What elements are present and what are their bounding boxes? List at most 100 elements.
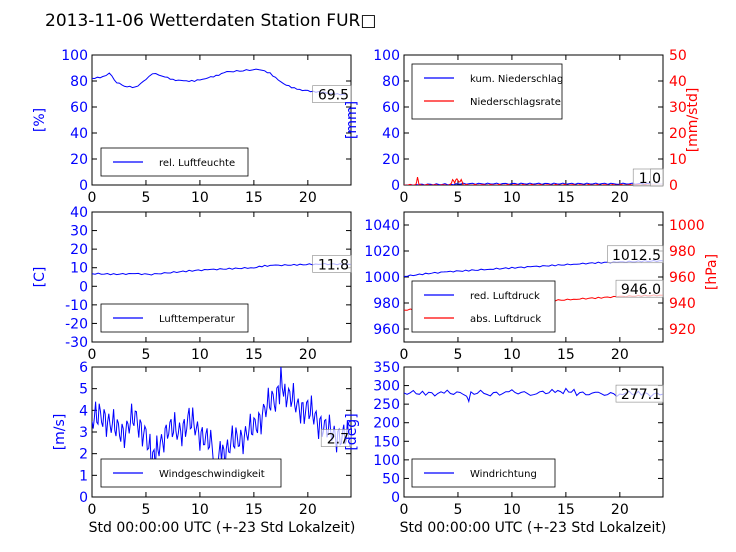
y-axis-label: [C]	[32, 267, 48, 288]
y-tick-label: 250	[373, 397, 400, 413]
x-tick-label: 10	[503, 347, 521, 363]
last-value-label-2-box	[650, 168, 664, 187]
last-value-label-2: 946.0	[621, 282, 661, 298]
y-tick-label: 20	[382, 152, 400, 168]
legend: kum. Niederschlag Niederschlagsrate	[411, 63, 563, 120]
series-line-1	[92, 68, 346, 96]
y-tick-label: 0	[391, 178, 400, 194]
y2-tick-label: 920	[669, 322, 696, 338]
y2-tick-label: 30	[669, 100, 687, 116]
y-axis-label: [%]	[32, 108, 48, 132]
y-tick-label: 4	[79, 403, 88, 419]
legend-label: Windgeschwindigkeit	[159, 469, 265, 480]
y2-tick-label: 960	[669, 270, 696, 286]
legend-label: kum. Niederschlag	[470, 74, 563, 85]
y-tick-label: 150	[373, 434, 400, 450]
last-value-label-2-box	[615, 279, 664, 298]
x-tick-label: 20	[611, 502, 629, 518]
x-tick-label: 5	[141, 347, 150, 363]
last-value-label-box	[320, 429, 352, 447]
y-tick-label: 1000	[364, 270, 400, 286]
series-line-1	[404, 182, 663, 185]
x-tick-label: 5	[453, 502, 462, 518]
x-tick-label: 0	[400, 190, 409, 206]
x-tick-label: 5	[453, 190, 462, 206]
y-tick-label: -20	[65, 316, 88, 332]
y-tick-label: 20	[70, 242, 88, 258]
y-tick-label: 0	[79, 279, 88, 295]
y-tick-label: 0	[79, 178, 88, 194]
y2-axis-label: [hPa]	[704, 254, 720, 290]
last-value-label-box	[312, 85, 352, 103]
y2-tick-label: 20	[669, 126, 687, 142]
y-tick-label: 80	[70, 74, 88, 90]
y2-tick-label: 940	[669, 296, 696, 312]
x-tick-label: 10	[503, 502, 521, 518]
legend-label: Lufttemperatur	[159, 314, 236, 325]
y-axis-label: [m/s]	[52, 414, 68, 451]
x-tick-label: 0	[88, 502, 97, 518]
y-tick-label: 1	[79, 468, 88, 484]
legend-box	[411, 280, 556, 333]
y-tick-label: 20	[70, 152, 88, 168]
last-value-label-box	[312, 255, 352, 273]
chart-panel-6: 0 5 10 15 20050100150200250300350[deg]277.1W…	[344, 360, 664, 518]
y-tick-label: 80	[382, 74, 400, 90]
chart-panel-5: 0 5 10 15 20 0 1 2 3 4 5 6 [m/s] 2.7 Windgeschwindigke…	[52, 360, 352, 518]
y-tick-label: 40	[70, 126, 88, 142]
y-tick-label: 50	[382, 471, 400, 487]
x-tick-label: 20	[611, 190, 629, 206]
x-tick-label: 10	[503, 190, 521, 206]
last-value-label: 11.8	[318, 257, 349, 273]
chart-panel-4: 0 5 10 15 20 960 980 1000 1020 1040 920 940 960 980 10…	[364, 211, 720, 363]
y2-tick-label: 50	[669, 48, 687, 64]
x-tick-label: 20	[611, 347, 629, 363]
x-tick-label: 15	[245, 347, 263, 363]
last-value-label-2: 0	[652, 171, 661, 187]
chart-panel-1: 0 5 10 15 20 0 20 40 60 80 100 [%] 69.5 rel. Luftfeuc…	[32, 48, 352, 206]
y2-tick-label: 40	[669, 74, 687, 90]
x-axis-label-left: Std 00:00:00 UTC (+-23 Std Lokalzeit)	[89, 520, 356, 536]
x-tick-label: 0	[400, 502, 409, 518]
x-tick-label: 5	[141, 502, 150, 518]
y-tick-label: 3	[79, 425, 88, 441]
series-line-1	[92, 262, 351, 276]
x-tick-label: 0	[88, 347, 97, 363]
y-tick-label: 350	[373, 360, 400, 376]
series-line-1	[92, 367, 351, 475]
y-tick-label: 100	[373, 453, 400, 469]
y2-axis-label: [mm/std]	[685, 88, 701, 153]
y-tick-label: 6	[79, 360, 88, 376]
x-tick-label: 0	[88, 190, 97, 206]
y-tick-label: 300	[373, 379, 400, 395]
x-tick-label: 10	[191, 347, 209, 363]
last-value-label: 277.1	[621, 387, 661, 403]
legend-label: abs. Luftdruck	[470, 314, 541, 325]
legend: red. Luftdruck abs. Luftdruck	[411, 280, 556, 333]
legend-box	[411, 63, 563, 120]
y2-tick-label: 980	[669, 244, 696, 260]
y-tick-label: 40	[382, 126, 400, 142]
y-tick-label: 30	[70, 224, 88, 240]
x-tick-label: 20	[299, 190, 317, 206]
y-tick-label: 2	[79, 447, 88, 463]
x-tick-label: 20	[299, 502, 317, 518]
legend-label: red. Luftdruck	[470, 291, 540, 302]
legend: Lufttemperatur	[100, 303, 249, 333]
x-tick-label: 15	[557, 502, 575, 518]
y-tick-label: 960	[373, 322, 400, 338]
x-tick-label: 10	[191, 502, 209, 518]
y-tick-label: 200	[373, 416, 400, 432]
chart-panel-2: 0 5 10 15 20 0 20 40 60 80 100 0 10 20 30 40 50 [mm] [mm/s…	[344, 48, 701, 206]
y-tick-label: 0	[391, 490, 400, 506]
y-tick-label: 60	[382, 100, 400, 116]
y-tick-label: 40	[70, 205, 88, 221]
legend: Windrichtung	[411, 458, 556, 488]
y-tick-label: 1040	[364, 218, 400, 234]
y2-tick-label: 10	[669, 152, 687, 168]
y-tick-label: 0	[79, 490, 88, 506]
y2-tick-label: 0	[669, 178, 678, 194]
legend: Windgeschwindigkeit	[100, 458, 282, 488]
